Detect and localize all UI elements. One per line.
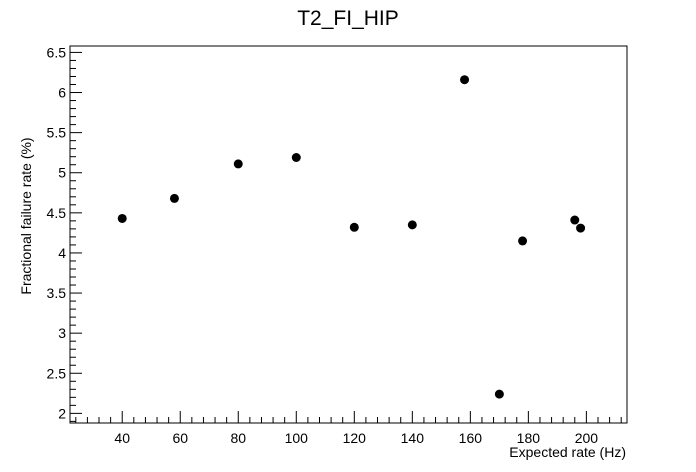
- y-tick-label: 2.5: [47, 365, 67, 381]
- data-point: [518, 236, 528, 246]
- data-point: [576, 223, 586, 233]
- x-axis: 40 60 80 100 120 140 160 180 200: [75, 411, 622, 446]
- data-point: [169, 193, 179, 203]
- y-tick-label: 2: [58, 405, 66, 421]
- x-tick-label: 160: [459, 430, 483, 446]
- data-point: [117, 213, 127, 223]
- data-point: [233, 159, 243, 169]
- y-tick-label: 6.5: [47, 44, 67, 60]
- y-axis-label: Fractional failure rate (%): [18, 137, 34, 294]
- x-tick-label: 40: [114, 430, 130, 446]
- y-tick-label: 5: [58, 165, 66, 181]
- plot-frame: [69, 45, 628, 424]
- y-tick-label: 5.5: [47, 125, 67, 141]
- y-axis: 2 2.5 3 3.5 4 4.5 5 5.5 6 6.5: [47, 44, 82, 422]
- data-points: [117, 75, 586, 399]
- data-point: [460, 75, 470, 85]
- y-tick-label: 3.5: [47, 285, 67, 301]
- data-point: [407, 220, 417, 230]
- x-tick-label: 100: [285, 430, 309, 446]
- y-tick-label: 4: [58, 245, 66, 261]
- x-axis-label: Expected rate (Hz): [509, 444, 626, 460]
- x-tick-label: 140: [401, 430, 425, 446]
- x-tick-label: 120: [343, 430, 367, 446]
- data-point: [494, 389, 504, 399]
- data-point: [570, 215, 580, 225]
- y-tick-label: 4.5: [47, 205, 67, 221]
- x-tick-label: 180: [517, 430, 541, 446]
- x-tick-label: 60: [172, 430, 188, 446]
- x-tick-label: 200: [575, 430, 599, 446]
- x-tick-label: 80: [230, 430, 246, 446]
- y-tick-label: 6: [58, 85, 66, 101]
- y-tick-label: 3: [58, 325, 66, 341]
- data-point: [349, 222, 359, 232]
- data-point: [291, 152, 301, 162]
- chart-title: T2_FI_HIP: [297, 7, 399, 30]
